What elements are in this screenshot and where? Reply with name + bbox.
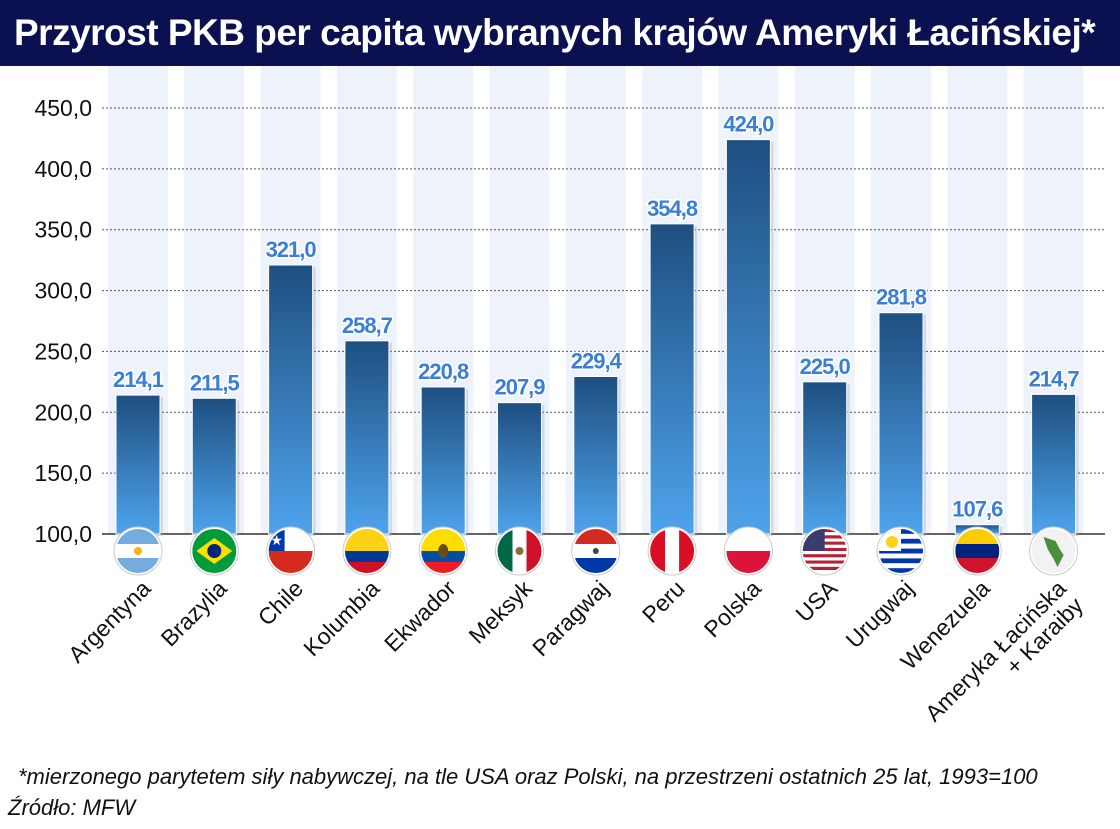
y-tick-label: 300,0 xyxy=(34,278,92,304)
x-tick-label: Urugwaj xyxy=(840,575,918,653)
background-stripe xyxy=(947,66,1008,534)
chart-title: Przyrost PKB per capita wybranych krajów… xyxy=(0,0,1120,66)
bar xyxy=(878,312,924,535)
data-label: 220,8 xyxy=(418,359,469,384)
x-tick-label: Meksyk xyxy=(464,575,538,649)
y-tick-label: 250,0 xyxy=(34,338,92,364)
y-tick-label: 350,0 xyxy=(34,217,92,243)
peru-flag-icon xyxy=(647,526,697,576)
bar xyxy=(115,394,161,535)
usa-flag-icon xyxy=(800,526,850,576)
x-tick-label: Brazylia xyxy=(156,575,232,651)
mexico-flag-icon xyxy=(495,526,544,576)
data-label: 214,7 xyxy=(1029,366,1080,391)
source: Źródło: MFW xyxy=(8,795,136,820)
bar xyxy=(649,223,695,535)
data-label: 424,0 xyxy=(723,112,774,137)
venezuela-flag-icon xyxy=(952,526,1002,576)
data-label: 229,4 xyxy=(571,349,623,374)
y-tick-label: 100,0 xyxy=(34,521,92,547)
x-tick-label: Polska xyxy=(699,575,766,642)
data-label: 258,7 xyxy=(342,313,393,338)
x-tick-label: Chile xyxy=(253,575,308,630)
y-tick-label: 400,0 xyxy=(34,156,92,182)
x-tick-label: Kolumbia xyxy=(298,575,384,661)
paraguay-flag-icon xyxy=(571,526,621,576)
y-tick-label: 150,0 xyxy=(34,460,92,486)
argentina-flag-icon xyxy=(113,526,163,576)
bar xyxy=(191,397,237,535)
footnote: *mierzonego parytetem siły nabywczej, na… xyxy=(18,764,1038,789)
data-label: 214,1 xyxy=(113,367,164,392)
data-label: 281,8 xyxy=(876,285,927,310)
x-tick-label: Peru xyxy=(637,575,690,628)
data-label: 225,0 xyxy=(800,354,851,379)
bar xyxy=(268,264,314,535)
x-tick-label: Argentyna xyxy=(63,575,156,668)
bar xyxy=(497,402,542,535)
data-label: 211,5 xyxy=(190,370,240,395)
colombia-flag-icon xyxy=(342,526,392,576)
data-label: 107,6 xyxy=(952,497,1003,522)
uruguay-flag-icon xyxy=(876,526,926,576)
latin-america-map-flag-icon xyxy=(1029,526,1079,576)
x-tick-label: Ekwador xyxy=(379,575,461,657)
ecuador-flag-icon xyxy=(418,526,468,576)
x-tick-label: USA xyxy=(790,575,842,627)
data-label: 321,0 xyxy=(266,237,317,262)
y-tick-label: 450,0 xyxy=(34,95,92,121)
poland-flag-icon xyxy=(723,526,773,576)
chile-flag-icon: ★ xyxy=(266,526,316,576)
x-tick-label: Paragwaj xyxy=(527,575,613,661)
bar xyxy=(725,139,771,535)
brazil-flag-icon xyxy=(189,526,239,576)
bar xyxy=(420,386,466,535)
bar xyxy=(344,340,390,535)
data-label: 207,9 xyxy=(494,375,545,400)
data-label: 354,8 xyxy=(647,196,698,221)
y-tick-label: 200,0 xyxy=(34,399,92,425)
x-tick-label: Ameryka Łacińska+ Karaiby xyxy=(920,575,1089,744)
bar xyxy=(573,376,619,535)
bar xyxy=(1031,393,1077,535)
bar xyxy=(802,381,848,535)
